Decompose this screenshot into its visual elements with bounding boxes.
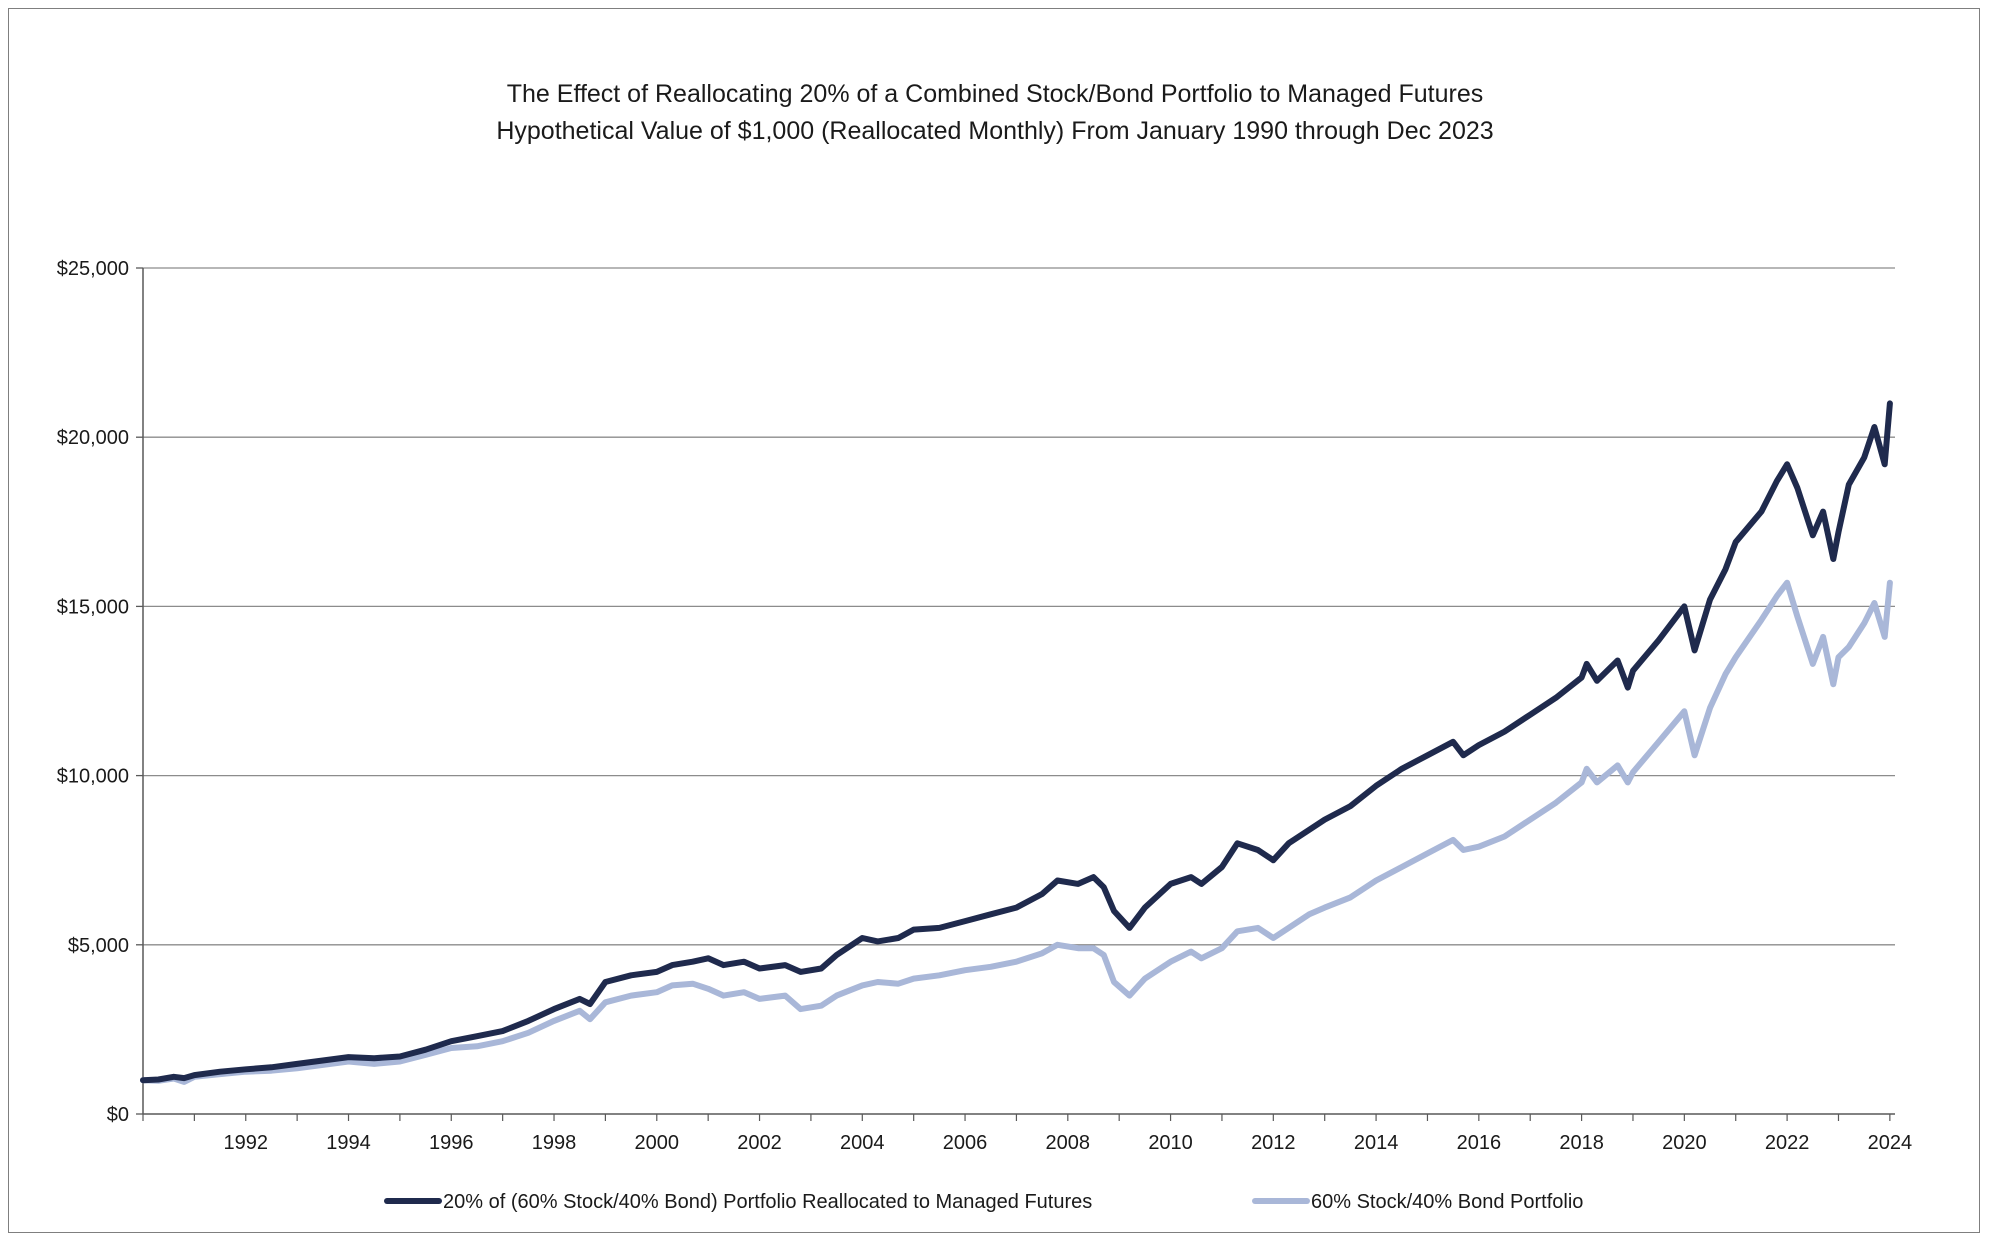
y-tick-label: $0 [107,1104,129,1126]
legend: 20% of (60% Stock/40% Bond) Portfolio Re… [384,1191,1583,1213]
x-tick-label: 2020 [1662,1132,1707,1154]
x-tick-label: 2014 [1354,1132,1399,1154]
x-tick-label: 2022 [1765,1132,1810,1154]
x-tick-label: 2010 [1148,1132,1193,1154]
x-tick-label: 2008 [1046,1132,1091,1154]
x-tick-label: 2004 [840,1132,885,1154]
x-tick-label: 1994 [326,1132,371,1154]
legend-label: 20% of (60% Stock/40% Bond) Portfolio Re… [443,1191,1092,1213]
line-chart: The Effect of Reallocating 20% of a Comb… [57,80,1913,1213]
y-gridlines [143,267,1895,946]
y-tick-label: $20,000 [57,427,129,449]
y-tick-label: $15,000 [57,596,129,618]
y-tick-label: $10,000 [57,766,129,788]
x-axis-ticks: 1992 1994 1996 1998 2000 2002 2004 2006 2008 2010… [142,1114,1913,1154]
series-line-stock-bond [140,579,1893,1085]
x-tick-label: 2006 [943,1132,988,1154]
y-axis-ticks: $0 $5,000 $10,000 $15,000 $20,000 $25,000 [57,258,143,1126]
chart-title: The Effect of Reallocating 20% of a Comb… [507,80,1484,108]
x-tick-label: 2000 [635,1132,680,1154]
x-tick-label: 1992 [224,1132,269,1154]
chart-subtitle: Hypothetical Value of $1,000 (Reallocate… [496,117,1493,145]
chart-frame: The Effect of Reallocating 20% of a Comb… [8,8,1980,1233]
x-tick-label: 2002 [737,1132,782,1154]
series-lines [140,400,1893,1085]
x-tick-label: 1998 [532,1132,577,1154]
y-tick-label: $25,000 [57,258,129,280]
x-tick-label: 2024 [1868,1132,1913,1154]
x-tick-label: 1996 [429,1132,474,1154]
legend-label: 60% Stock/40% Bond Portfolio [1311,1191,1583,1213]
series-line-managed-futures [140,400,1893,1084]
x-tick-label: 2016 [1457,1132,1502,1154]
x-tick-label: 2012 [1251,1132,1296,1154]
x-tick-label: 2018 [1559,1132,1604,1154]
y-tick-label: $5,000 [68,935,129,957]
axes [142,268,1895,1115]
